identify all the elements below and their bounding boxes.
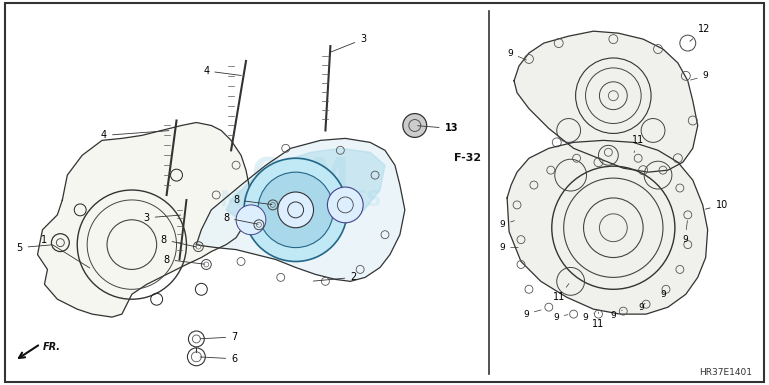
Text: MOTO PARTS: MOTO PARTS: [220, 190, 381, 210]
Text: 9: 9: [691, 71, 708, 80]
Text: 10: 10: [705, 200, 727, 210]
Text: 11: 11: [632, 136, 644, 152]
Text: HR37E1401: HR37E1401: [699, 368, 752, 377]
Text: 13: 13: [418, 124, 458, 134]
Text: 9: 9: [611, 310, 622, 320]
Text: OEM: OEM: [251, 156, 350, 194]
Circle shape: [244, 158, 348, 261]
Text: 9: 9: [583, 313, 594, 321]
Text: FR.: FR.: [42, 342, 61, 352]
Text: 5: 5: [16, 243, 52, 253]
Text: 3: 3: [144, 213, 181, 223]
Text: 8: 8: [161, 234, 197, 247]
Circle shape: [328, 187, 363, 223]
Text: 8: 8: [223, 213, 258, 224]
Text: 7: 7: [200, 332, 238, 342]
Text: 9: 9: [553, 313, 568, 321]
Text: 12: 12: [690, 24, 710, 41]
Text: 6: 6: [200, 354, 238, 364]
Text: 9: 9: [661, 290, 666, 299]
Polygon shape: [226, 148, 385, 235]
Polygon shape: [196, 138, 404, 281]
FancyBboxPatch shape: [5, 3, 764, 382]
Text: 11: 11: [553, 284, 569, 302]
Text: 9: 9: [499, 243, 518, 252]
Text: F-32: F-32: [454, 153, 481, 163]
Text: 2: 2: [313, 272, 357, 282]
Circle shape: [403, 114, 427, 137]
Text: 3: 3: [331, 34, 366, 52]
Polygon shape: [507, 141, 707, 314]
Polygon shape: [38, 122, 251, 317]
Text: 8: 8: [233, 195, 272, 205]
Circle shape: [236, 205, 266, 235]
Circle shape: [258, 172, 334, 248]
Text: 1: 1: [42, 234, 90, 268]
Text: 9: 9: [507, 49, 527, 60]
Text: 4: 4: [203, 66, 241, 76]
Text: 11: 11: [592, 312, 604, 329]
Text: 4: 4: [101, 131, 168, 141]
Text: 9: 9: [682, 221, 687, 244]
Text: 9: 9: [499, 220, 514, 229]
Circle shape: [278, 192, 314, 228]
Text: 9: 9: [523, 310, 541, 319]
Text: 9: 9: [638, 303, 645, 312]
Text: 8: 8: [164, 254, 205, 264]
Polygon shape: [514, 31, 697, 172]
